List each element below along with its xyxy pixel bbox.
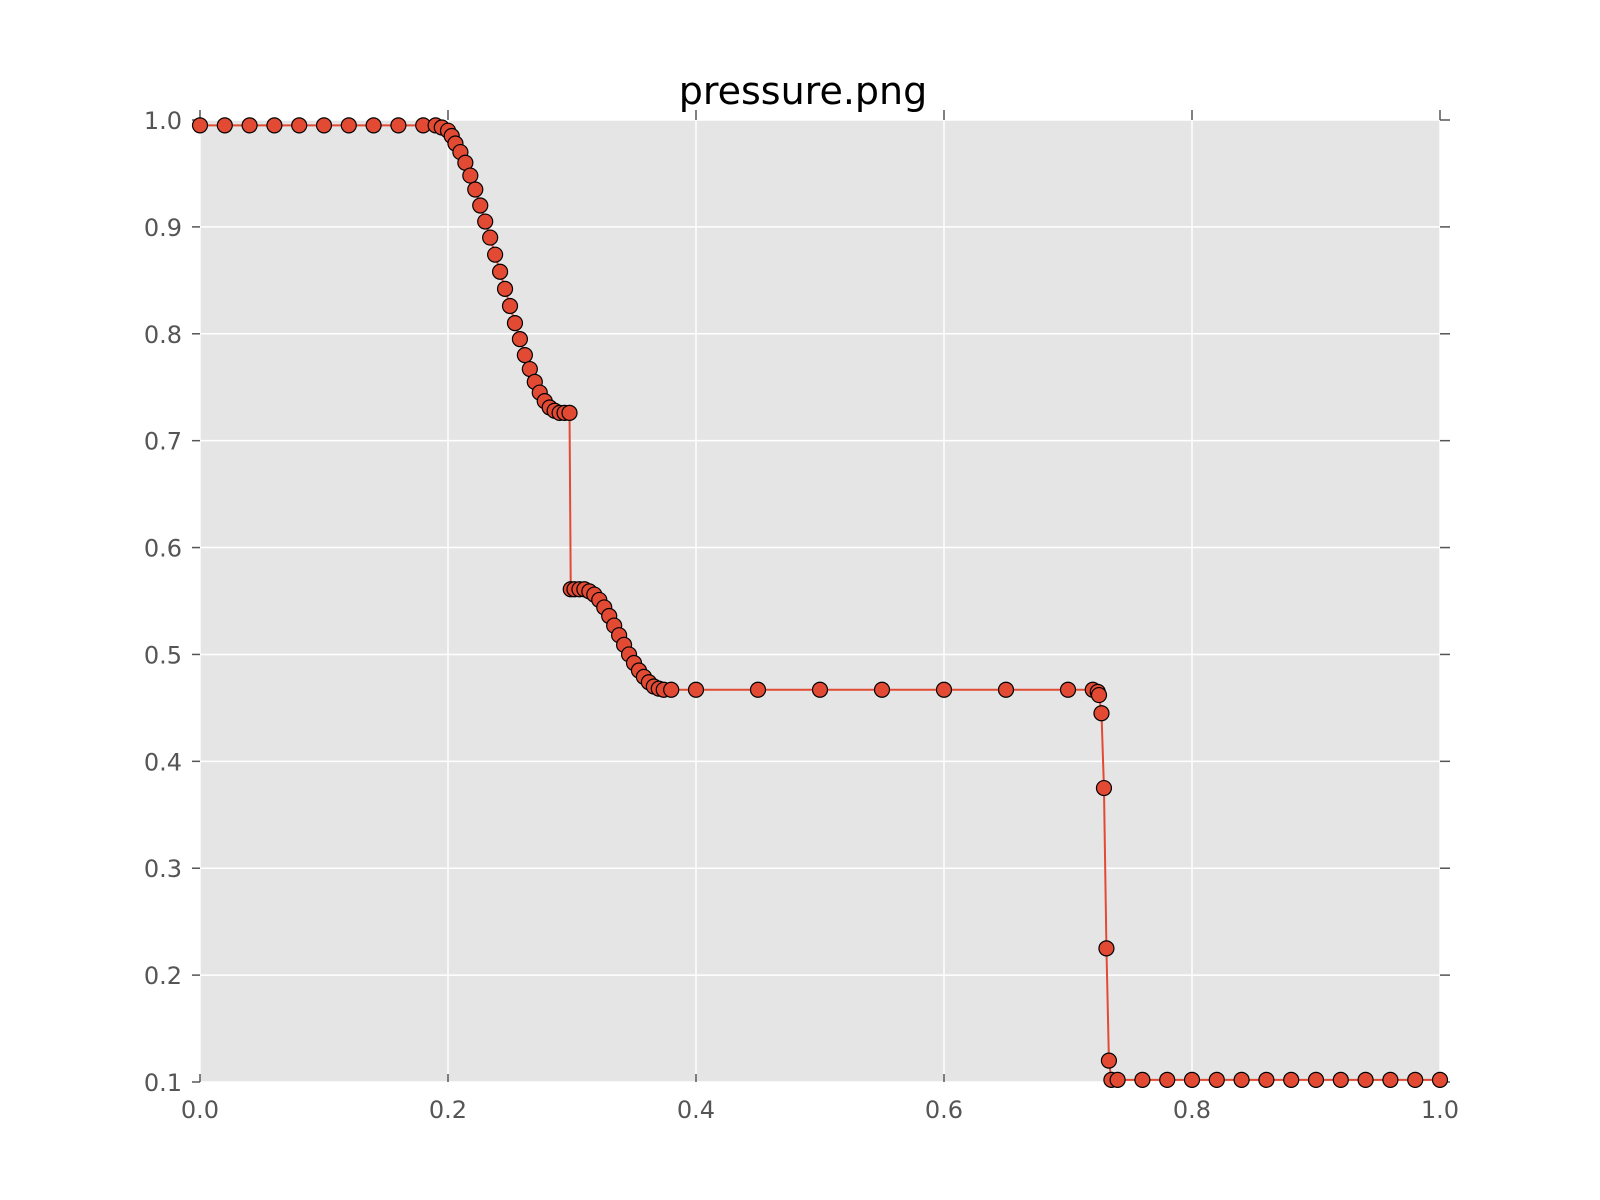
data-point [1283,1071,1300,1088]
data-point [1159,1071,1176,1088]
data-point [241,117,258,134]
x-tick-label: 0.4 [677,1096,715,1124]
data-point [1307,1071,1325,1088]
data-point [516,347,533,364]
data-point [811,681,829,698]
data-point [1090,686,1108,704]
data-point [501,297,519,315]
data-point [1183,1071,1201,1088]
data-point [1093,705,1110,722]
data-point [1431,1071,1449,1088]
data-point [1233,1071,1250,1088]
data-point [1258,1071,1275,1088]
data-point [491,263,509,280]
y-tick-label: 0.4 [144,748,182,776]
data-point [561,404,578,421]
data-point [340,117,357,134]
data-point [365,117,382,134]
y-axis-tick-labels: 1.0 0.9 0.8 0.7 0.6 0.5 0.4 0.3 0.2 0.1 [144,107,182,1097]
x-axis-tick-labels: 0.0 0.2 0.4 0.6 0.8 1.0 [181,1096,1459,1124]
y-tick-label: 0.5 [144,641,182,669]
data-point [291,117,308,134]
data-point [1407,1071,1424,1088]
data-point [1357,1071,1374,1088]
data-point [1095,779,1113,797]
data-point [315,117,333,134]
data-point [873,681,891,698]
y-tick-label: 0.7 [144,428,182,456]
data-point [496,280,514,297]
data-point [935,681,953,698]
x-tick-label: 0.0 [181,1096,219,1124]
data-point [216,117,233,134]
x-tick-label: 0.8 [1173,1096,1211,1124]
y-tick-label: 0.9 [144,214,182,242]
data-point [390,117,407,134]
data-point [1382,1071,1399,1088]
data-point [1059,681,1077,698]
data-point [506,314,524,332]
data-point [472,197,489,214]
data-point [462,167,479,184]
data-point [467,181,484,198]
data-point [487,246,504,263]
chart-title: pressure.png [679,69,928,113]
data-point [266,117,283,134]
y-tick-label: 1.0 [144,107,182,135]
data-point [749,681,767,698]
data-point [1100,1052,1118,1069]
data-point [997,681,1015,698]
series-group [191,117,1449,1088]
data-point [1134,1071,1151,1088]
x-tick-label: 1.0 [1421,1096,1459,1124]
data-point [511,331,529,348]
data-point [1098,940,1115,957]
y-tick-label: 0.3 [144,855,182,883]
x-tick-label: 0.2 [429,1096,467,1124]
data-point [687,681,705,698]
plot-area [200,120,1440,1082]
data-point [1109,1071,1126,1088]
grid-lines [199,119,1441,1083]
y-tick-label: 0.8 [144,321,182,349]
data-point [1208,1071,1225,1088]
x-tick-label: 0.6 [925,1096,963,1124]
y-tick-label: 0.2 [144,962,182,990]
data-point [191,117,209,134]
y-tick-label: 0.1 [144,1069,182,1097]
data-point [1332,1071,1349,1088]
data-point [477,213,494,230]
data-point [482,229,499,246]
y-tick-label: 0.6 [144,535,182,563]
data-point [663,681,680,698]
